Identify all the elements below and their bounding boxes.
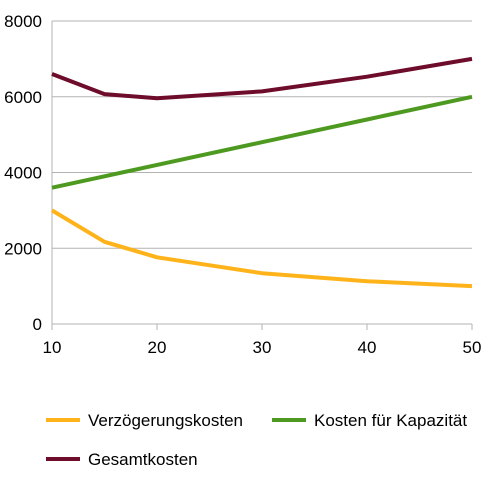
legend-label-2: Kosten für Kapazität <box>314 411 467 430</box>
legend-label-3: Gesamtkosten <box>88 450 198 469</box>
x-tick-label: 40 <box>358 338 377 357</box>
x-axis-tick-labels: 10 20 30 40 50 <box>43 338 482 357</box>
x-tick-label: 20 <box>148 338 167 357</box>
y-tick-label: 4000 <box>4 164 42 183</box>
legend: Verzögerungskosten Kosten für Kapazität Ge… <box>46 411 467 469</box>
series-line-1 <box>50 208 473 289</box>
y-axis-tick-labels: 0 2000 4000 6000 8000 <box>4 12 42 334</box>
series-lines <box>50 56 473 289</box>
y-tick-label: 8000 <box>4 12 42 31</box>
y-tick-label: 2000 <box>4 239 42 258</box>
y-tick-label: 6000 <box>4 88 42 107</box>
x-tick-label: 10 <box>43 338 62 357</box>
series-line-2 <box>51 94 473 190</box>
y-tick-label: 0 <box>33 315 42 334</box>
x-tick-label: 30 <box>253 338 272 357</box>
x-tick-label: 50 <box>463 338 482 357</box>
axes <box>51 21 473 330</box>
legend-label-1: Verzögerungskosten <box>88 411 243 430</box>
series-line-3 <box>51 56 473 101</box>
